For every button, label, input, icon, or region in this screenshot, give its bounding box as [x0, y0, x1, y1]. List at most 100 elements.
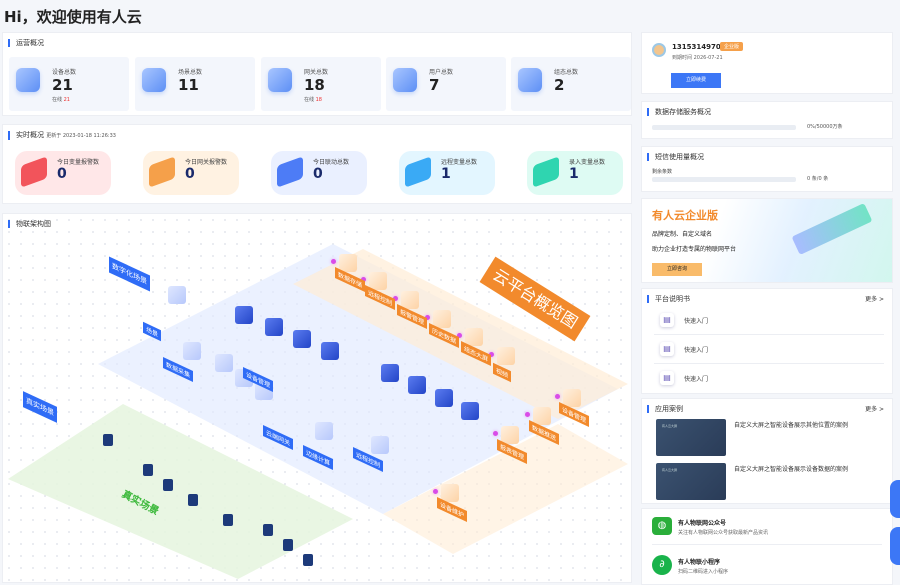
case-thumbnail[interactable]: 有人云大屏: [656, 463, 726, 500]
sms-label: 剩余条数: [652, 169, 673, 175]
sms-card: 短信使用量概况 剩余条数 0 条/0 条: [641, 146, 893, 192]
device-list-icon: [16, 68, 40, 92]
stat-label: 场景总数: [178, 69, 203, 76]
section-title: 应用案例: [647, 405, 892, 413]
cloud-service-cube-icon: [441, 484, 459, 502]
floating-service-button[interactable]: [890, 480, 900, 518]
remote-variable-icon: [405, 156, 431, 188]
document-icon: ▤: [660, 313, 674, 327]
field-device-icon: [283, 539, 293, 551]
device-cube-icon: [315, 422, 333, 440]
stat-value: 11: [178, 76, 199, 94]
more-link[interactable]: 更多 >: [865, 406, 884, 413]
stat-users[interactable]: 用户总数 7: [386, 57, 506, 111]
floating-feedback-button[interactable]: [890, 527, 900, 565]
promo-line: 品牌定制、自定义域名: [652, 231, 713, 238]
cloud-service-cube-icon: [533, 407, 551, 425]
cloud-service-cube-icon: [497, 347, 515, 365]
status-dot: [433, 489, 438, 494]
manual-item[interactable]: ▤ 快速入门: [654, 336, 884, 364]
cloud-service-cube-icon: [433, 310, 451, 328]
field-device-icon: [188, 494, 198, 506]
status-dot: [425, 315, 430, 320]
edition-badge: 企业版: [720, 42, 744, 51]
cloud-platform-layer-lower: [383, 424, 628, 554]
case-title[interactable]: 自定义大屏之智能设备展示其他位置的案例: [734, 422, 849, 429]
user-icon: [393, 68, 417, 92]
realtime-item[interactable]: 远程变量总数 1: [399, 151, 495, 195]
social-card: ◍ 有人物联网公众号 关注有人物联网公众号获取最新产品资讯 ∂ 有人物联小程序 …: [641, 508, 893, 585]
ops-overview-card: 运营概况 设备总数 21 在线 21 场景总数 11 网关总数 18 在线 18 用户总数…: [2, 32, 632, 116]
stat-devices[interactable]: 设备总数 21 在线 21: [9, 57, 129, 111]
item-value: 0: [185, 166, 195, 182]
renew-button[interactable]: 立即续费: [671, 73, 721, 88]
storage-usage: 0%/50000万条: [807, 124, 843, 130]
more-link[interactable]: 更多 >: [865, 296, 884, 303]
social-desc: 扫码二维码进入小程序: [678, 569, 729, 575]
section-title: 短信使用量概况: [647, 153, 892, 161]
device-cube-icon: [168, 286, 186, 304]
stat-gateways[interactable]: 网关总数 18 在线 18: [261, 57, 381, 111]
wechat-icon: ◍: [652, 517, 672, 535]
manual-item[interactable]: ▤ 快速入门: [654, 365, 884, 393]
stat-value: 7: [429, 76, 440, 94]
realtime-item[interactable]: 今日网关报警数 0: [143, 151, 239, 195]
config-icon: [518, 68, 542, 92]
enterprise-promo-banner[interactable]: 有人云企业版 品牌定制、自定义域名 助力企业打造专属的物联网平台 立即咨询: [641, 198, 893, 283]
account-phone: 13153149704: [672, 43, 726, 51]
item-value: 1: [441, 166, 451, 182]
item-value: 1: [569, 166, 579, 182]
realtime-item[interactable]: 今日变量报警数 0: [15, 151, 111, 195]
avatar[interactable]: [652, 43, 666, 57]
section-title: 数据存储服务概况: [647, 108, 892, 116]
stat-label: 网关总数: [304, 69, 329, 76]
realtime-item[interactable]: 录入变量总数 1: [527, 151, 623, 195]
social-title: 有人物联小程序: [678, 559, 721, 566]
item-label: 今日联动总数: [313, 159, 350, 166]
manual-card: 平台说明书 更多 > ▤ 快速入门 ▤ 快速入门 ▤ 快速入门: [641, 288, 893, 394]
status-dot: [555, 394, 560, 399]
item-label: 今日网关报警数: [185, 159, 228, 166]
promo-illustration: [791, 203, 873, 255]
online-count: 在线 18: [304, 97, 322, 103]
stat-configs[interactable]: 组态总数 2: [511, 57, 631, 111]
status-dot: [331, 259, 336, 264]
item-label: 录入变量总数: [569, 159, 606, 166]
manual-item-label: 快速入门: [684, 376, 709, 383]
storage-progress: [652, 125, 796, 130]
device-cube-icon: [381, 364, 399, 382]
document-icon: ▤: [660, 371, 674, 385]
item-value: 0: [313, 166, 323, 182]
manual-item[interactable]: ▤ 快速入门: [654, 307, 884, 335]
cloud-service-cube-icon: [465, 328, 483, 346]
sms-usage: 0 条/0 条: [807, 176, 829, 182]
item-label: 今日变量报警数: [57, 159, 100, 166]
promo-title: 有人云企业版: [652, 209, 718, 222]
cloud-service-cube-icon: [501, 426, 519, 444]
item-label: 远程变量总数: [441, 159, 478, 166]
stat-label: 组态总数: [554, 69, 579, 76]
section-title: 实时概况 更新于 2023-01-18 11:26:33: [8, 131, 631, 140]
gateway-cube-icon: [268, 68, 292, 92]
device-cube-icon: [183, 342, 201, 360]
case-thumbnail[interactable]: 有人云大屏: [656, 419, 726, 456]
section-title: 运营概况: [8, 39, 631, 47]
stat-label: 设备总数: [52, 69, 77, 76]
status-dot: [393, 296, 398, 301]
gateway-alarm-icon: [149, 156, 175, 188]
consult-button[interactable]: 立即咨询: [652, 263, 702, 276]
architecture-layers: [8, 244, 628, 579]
cloud-service-cube-icon: [563, 389, 581, 407]
digital-platform-layer: [98, 244, 618, 514]
case-title[interactable]: 自定义大屏之智能设备展示设备数据的案例: [734, 466, 849, 473]
status-dot: [457, 333, 462, 338]
item-value: 0: [57, 166, 67, 182]
device-cube-icon: [435, 389, 453, 407]
stat-scenes[interactable]: 场景总数 11: [135, 57, 255, 111]
page-title: Hi，欢迎使用有人云: [4, 8, 142, 26]
scene-pie-icon: [142, 68, 166, 92]
field-device-icon: [163, 479, 173, 491]
manual-item-label: 快速入门: [684, 318, 709, 325]
realtime-item[interactable]: 今日联动总数 0: [271, 151, 367, 195]
section-title: 平台说明书: [647, 295, 892, 303]
